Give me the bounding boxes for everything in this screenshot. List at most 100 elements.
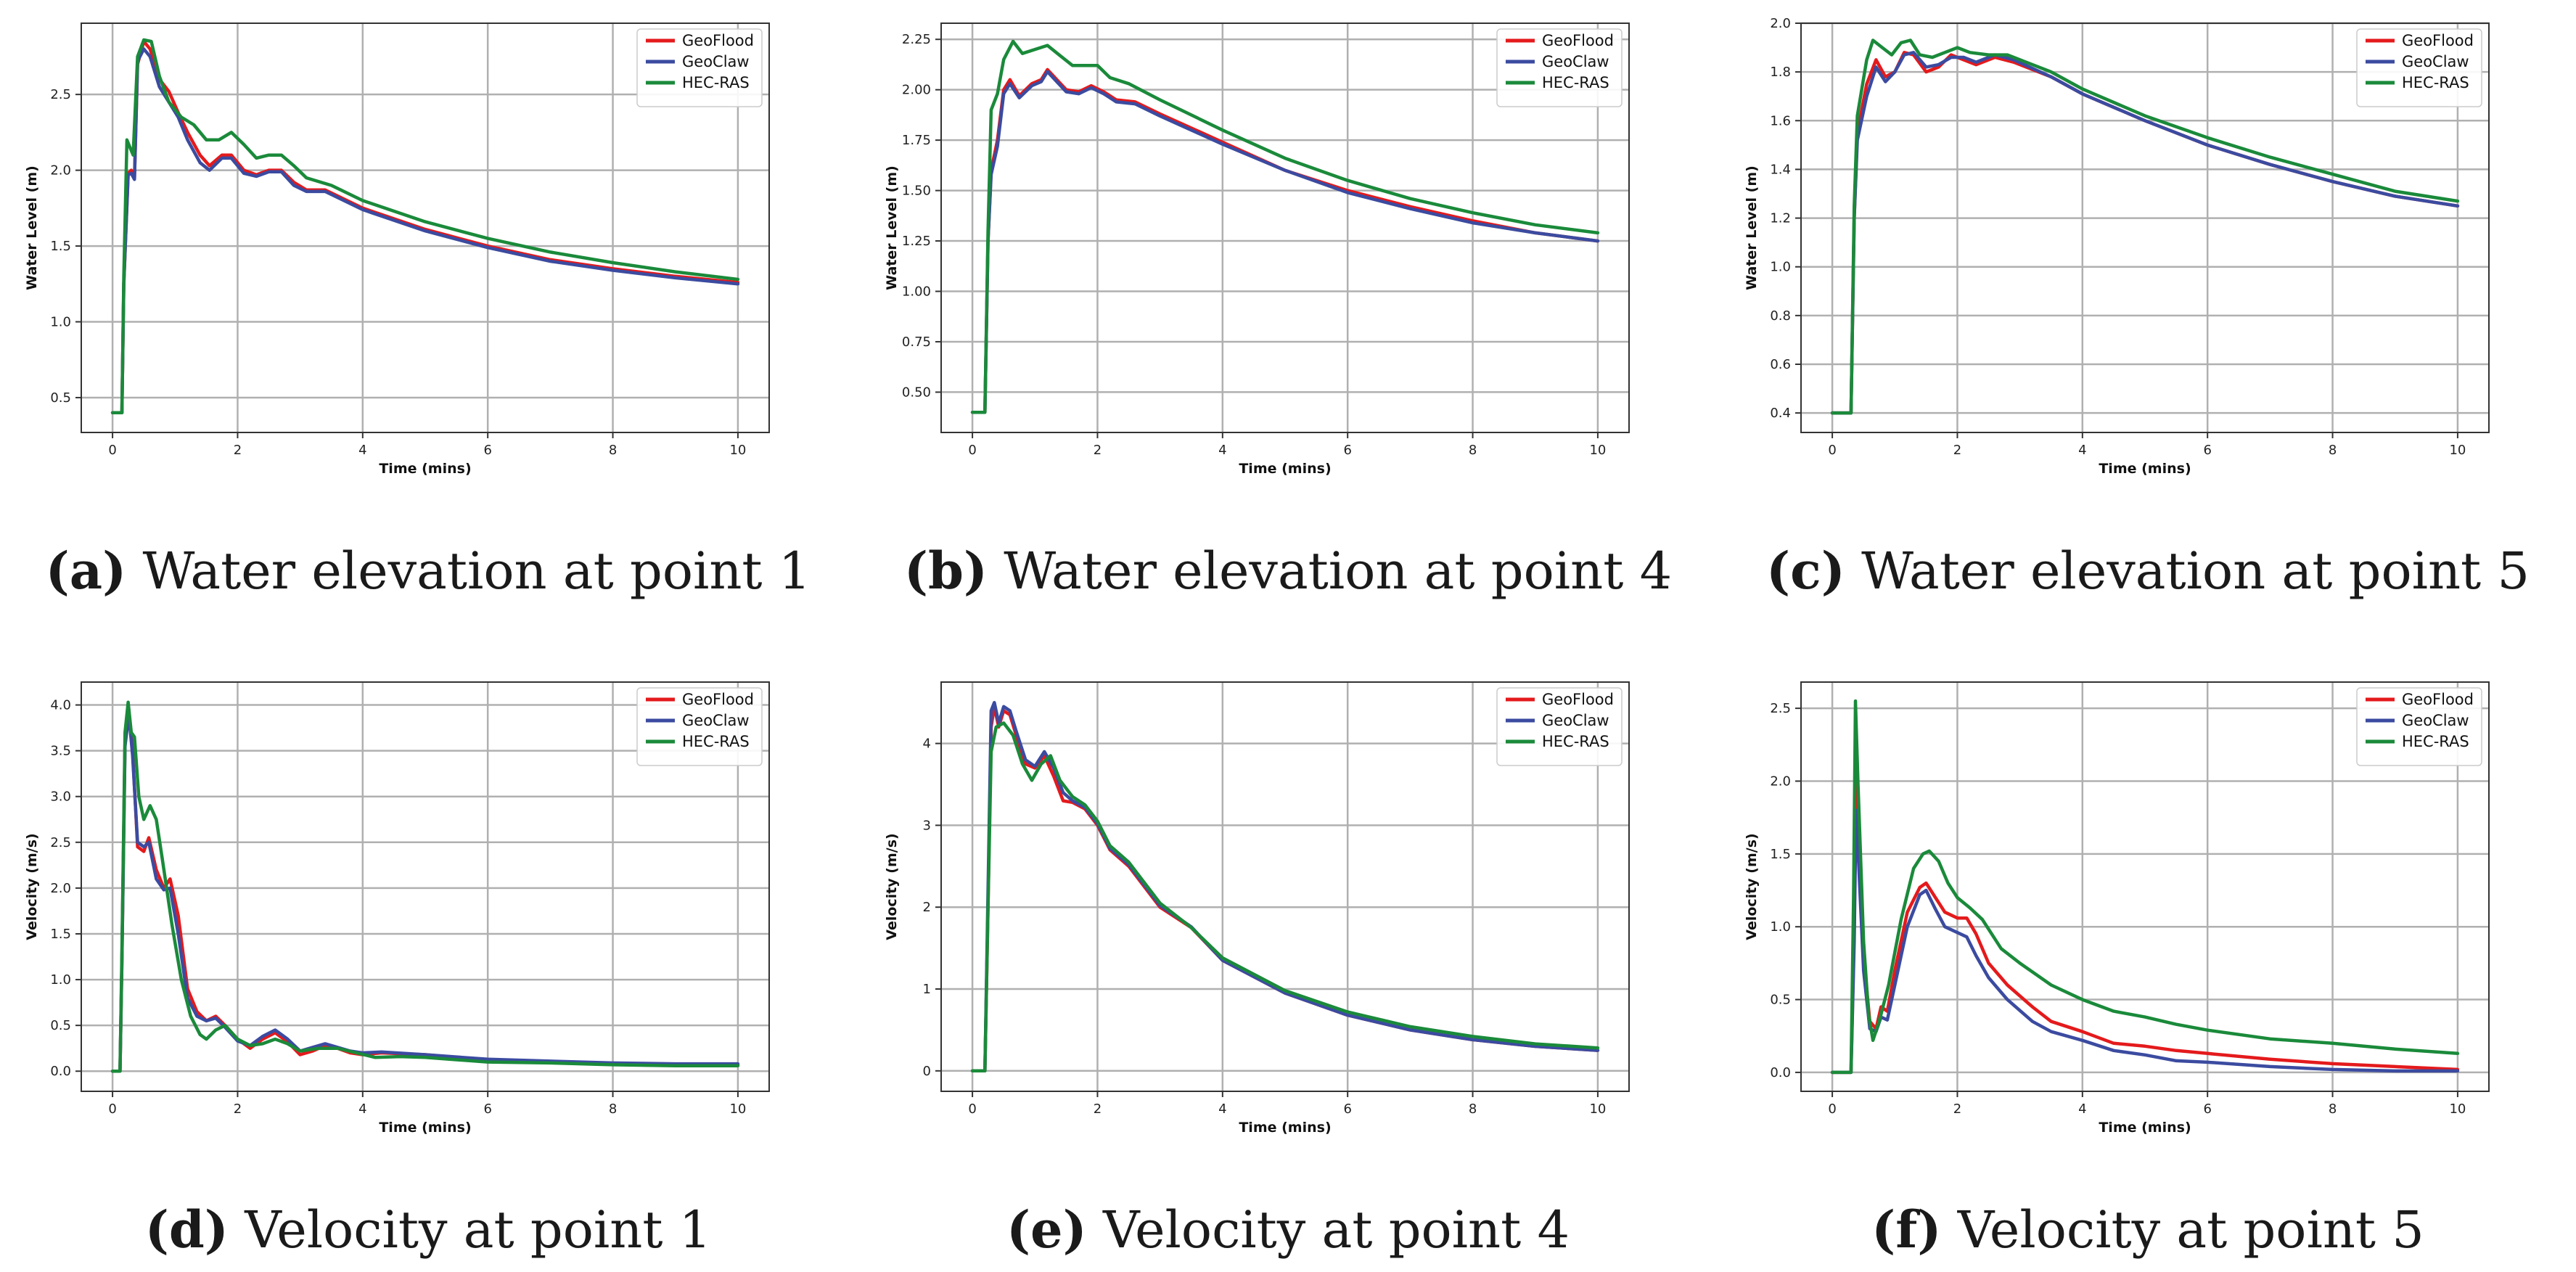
x-tick-label: 0 — [1828, 1101, 1836, 1117]
caption-b: (b) Water elevation at point 4 — [860, 541, 1716, 601]
x-tick-label: 6 — [483, 1101, 491, 1117]
caption-tag: (e) — [1006, 1199, 1087, 1260]
x-tick-label: 4 — [1218, 1101, 1226, 1117]
x-axis-label: Time (mins) — [379, 461, 471, 477]
caption-text: Water elevation at point 5 — [1861, 541, 2530, 601]
legend-label: GeoFlood — [1542, 32, 1614, 49]
x-axis-label: Time (mins) — [379, 1120, 471, 1136]
legend-label: HEC-RAS — [2402, 74, 2469, 91]
y-tick-label: 1.75 — [902, 133, 931, 148]
legend-box — [636, 28, 763, 107]
y-tick-label: 0.50 — [902, 385, 931, 400]
legend-label: HEC-RAS — [2402, 733, 2469, 750]
y-tick-label: 1.2 — [1770, 211, 1791, 226]
x-tick-label: 10 — [2449, 443, 2466, 458]
x-axis-label: Time (mins) — [1239, 1120, 1331, 1136]
series-line-geoclaw — [110, 47, 740, 415]
y-tick-label: 2.0 — [50, 881, 71, 896]
plot-frame — [940, 681, 1630, 1092]
y-tick-label: 1.4 — [1770, 162, 1791, 177]
legend-label: GeoFlood — [682, 691, 754, 708]
plot-frame — [1800, 681, 2490, 1092]
legend-box — [2356, 687, 2482, 766]
x-tick-label: 4 — [2078, 1101, 2086, 1117]
x-tick-label: 4 — [358, 443, 366, 458]
x-tick-label: 10 — [1589, 443, 1606, 458]
y-tick-label: 0.4 — [1770, 406, 1791, 421]
series-line-hec-ras — [970, 39, 1600, 414]
x-axis-label: Time (mins) — [2099, 461, 2191, 477]
y-tick-label: 1.5 — [50, 927, 71, 942]
chart-e: 0 2 4 6 8 10 0 1 2 3 4 Time (mins) Velocity (m/s) Geo… — [884, 681, 1630, 1136]
caption-text: Water elevation at point 4 — [1004, 541, 1673, 601]
y-tick-label: 1.0 — [1770, 919, 1791, 935]
legend: GeoFlood GeoClaw HEC-RAS — [1496, 28, 1623, 107]
caption-tag: (d) — [144, 1199, 229, 1260]
y-axis-label: Water Level (m) — [24, 165, 40, 290]
x-tick-label: 8 — [2329, 443, 2337, 458]
caption-f: (f) Velocity at point 5 — [1720, 1199, 2576, 1260]
x-axis-label: Time (mins) — [1239, 461, 1331, 477]
x-tick-label: 6 — [2203, 1101, 2211, 1117]
x-tick-label: 6 — [1343, 443, 1351, 458]
x-tick-label: 2 — [1094, 443, 1102, 458]
grid — [941, 23, 1629, 432]
series-line-geoclaw — [970, 700, 1600, 1073]
y-tick-label: 1.00 — [902, 284, 931, 300]
plot-frame — [1800, 22, 2490, 433]
series-line-hec-ras — [970, 721, 1600, 1073]
y-tick-label: 1.6 — [1770, 113, 1791, 128]
y-tick-label: 0.0 — [1770, 1065, 1791, 1080]
x-tick-label: 0 — [1828, 443, 1836, 458]
legend-label: GeoClaw — [682, 712, 750, 729]
x-tick-label: 4 — [2078, 443, 2086, 458]
x-tick-label: 4 — [1218, 443, 1226, 458]
plot-frame — [81, 681, 770, 1092]
caption-e: (e) Velocity at point 4 — [860, 1199, 1716, 1260]
series-line-geoclaw — [1830, 51, 2460, 415]
y-tick-label: 0.5 — [50, 1018, 71, 1033]
legend-label: GeoClaw — [2402, 712, 2469, 729]
y-tick-label: 2.5 — [50, 835, 71, 850]
x-tick-label: 8 — [1469, 1101, 1477, 1117]
caption-a: (a) Water elevation at point 1 — [0, 541, 856, 601]
y-tick-label: 1.0 — [50, 315, 71, 330]
legend-label: HEC-RAS — [682, 733, 750, 750]
legend-label: GeoFlood — [1542, 691, 1614, 708]
x-tick-label: 2 — [1953, 1101, 1961, 1117]
y-tick-label: 1.0 — [1770, 260, 1791, 275]
grid — [941, 682, 1629, 1091]
legend-box — [1496, 687, 1623, 766]
legend-box — [1496, 28, 1623, 107]
x-tick-label: 2 — [1953, 443, 1961, 458]
plot-frame — [81, 22, 770, 433]
y-tick-label: 2.00 — [902, 83, 931, 98]
y-tick-label: 2.0 — [1770, 774, 1791, 789]
caption-tag: (c) — [1766, 541, 1845, 601]
series-line-hec-ras — [1830, 38, 2460, 415]
y-tick-label: 2.5 — [50, 87, 71, 102]
grid — [81, 682, 769, 1091]
caption-text: Velocity at point 1 — [245, 1200, 712, 1260]
y-tick-label: 3.0 — [50, 789, 71, 805]
y-tick-label: 2.0 — [50, 163, 71, 179]
caption-c: (c) Water elevation at point 5 — [1720, 541, 2576, 601]
x-tick-label: 10 — [1589, 1101, 1606, 1117]
y-tick-label: 0.0 — [50, 1064, 71, 1079]
chart-d: 0 2 4 6 8 10 0.0 0.5 1.0 1.5 2.0 2.5 3.0 3.5 4.0 Time (… — [24, 681, 770, 1136]
x-tick-label: 10 — [729, 1101, 746, 1117]
y-tick-label: 2.5 — [1770, 701, 1791, 716]
x-tick-label: 8 — [609, 1101, 617, 1117]
y-tick-label: 2.25 — [902, 32, 931, 47]
x-tick-label: 0 — [108, 443, 116, 458]
legend-label: HEC-RAS — [682, 74, 750, 91]
chart-a: 0 2 4 6 8 10 0.5 1.0 1.5 2.0 2.5 Time (mins) Water L… — [24, 22, 770, 477]
x-tick-label: 6 — [483, 443, 491, 458]
y-tick-label: 0.5 — [50, 390, 71, 406]
legend-label: GeoFlood — [2402, 691, 2474, 708]
y-tick-label: 1.5 — [1770, 847, 1791, 862]
legend-label: GeoFlood — [2402, 32, 2474, 49]
y-tick-label: 0.5 — [1770, 993, 1791, 1008]
y-tick-label: 2.0 — [1770, 16, 1791, 31]
x-tick-label: 10 — [729, 443, 746, 458]
